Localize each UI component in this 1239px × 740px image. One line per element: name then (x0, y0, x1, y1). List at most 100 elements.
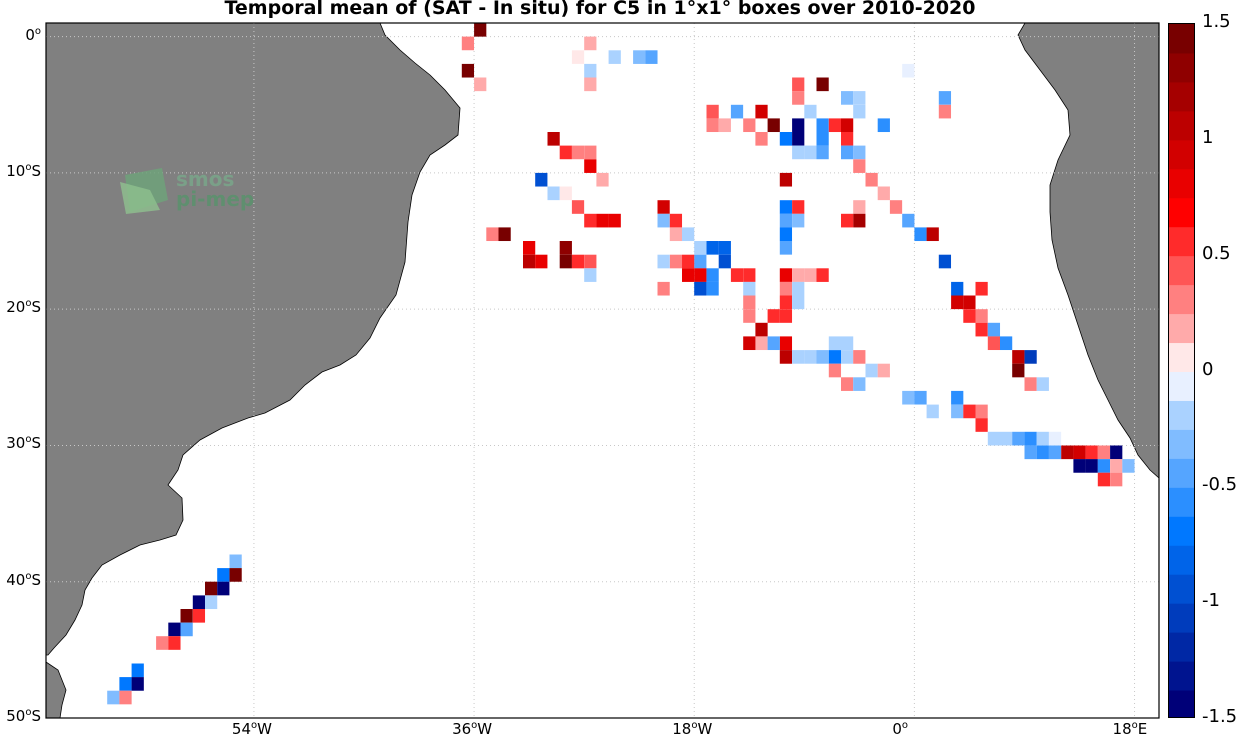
anomaly-cell (792, 118, 805, 133)
anomaly-cell (963, 295, 976, 310)
anomaly-cell (1024, 445, 1037, 460)
anomaly-cell (657, 281, 670, 296)
anomaly-cell (841, 350, 854, 364)
anomaly-cell (853, 159, 866, 173)
anomaly-cell (841, 132, 854, 146)
anomaly-cell (657, 200, 670, 214)
anomaly-cell (730, 268, 744, 282)
anomaly-cell (1000, 336, 1013, 351)
anomaly-cell (853, 91, 866, 105)
anomaly-cell (1012, 431, 1025, 446)
anomaly-cell (669, 227, 683, 242)
anomaly-cell (779, 268, 793, 282)
colorbar-level (1169, 313, 1194, 344)
colorbar-tick-label: -1 (1202, 590, 1220, 612)
longitude-tick-label: 36oW (452, 720, 493, 738)
anomaly-cell (926, 404, 939, 419)
anomaly-cell (1012, 350, 1025, 364)
colorbar-level (1169, 400, 1194, 430)
anomaly-cell (131, 663, 144, 678)
anomaly-cell (828, 363, 842, 378)
anomaly-cell (1110, 445, 1123, 460)
colorbar-level (1169, 226, 1194, 257)
anomaly-cell (755, 132, 768, 146)
anomaly-cell (596, 172, 609, 187)
anomaly-cell (1073, 445, 1086, 460)
colorbar-level (1169, 110, 1194, 141)
anomaly-cell (486, 227, 499, 242)
anomaly-cell (902, 213, 915, 228)
colorbar-level (1169, 255, 1194, 286)
anomaly-cell (792, 91, 805, 105)
anomaly-cell (608, 50, 621, 64)
colorbar-level (1169, 632, 1194, 662)
colorbar-level (1169, 371, 1194, 401)
colorbar-level (1169, 429, 1194, 459)
anomaly-cell (804, 268, 817, 282)
anomaly-cell (779, 132, 793, 146)
anomaly-cell (792, 77, 805, 92)
anomaly-cell (853, 104, 866, 119)
anomaly-cell (584, 145, 597, 160)
anomaly-cell (1024, 431, 1037, 446)
anomaly-cell (841, 145, 854, 160)
map-canvas: smos pi-mep (45, 22, 1160, 719)
colorbar-level (1169, 52, 1194, 83)
smos-pimep-logo: smos pi-mep (120, 167, 254, 214)
anomaly-cell (107, 690, 120, 705)
anomaly-cell (743, 336, 756, 351)
anomaly-cell (584, 77, 597, 92)
colorbar-tick-label: 1 (1202, 126, 1214, 148)
anomaly-cell (1024, 350, 1037, 364)
anomaly-cell (938, 254, 952, 269)
anomaly-cell (1110, 472, 1123, 487)
map-frame (45, 22, 1160, 719)
anomaly-cell (547, 186, 560, 201)
anomaly-cell (1085, 459, 1098, 473)
anomaly-cell (816, 350, 829, 364)
anomaly-cell (571, 50, 585, 64)
anomaly-cell (523, 254, 536, 269)
anomaly-cell (461, 36, 475, 51)
longitude-tick-label: 0o (892, 720, 909, 738)
anomaly-cell (853, 350, 866, 364)
anomaly-cell (694, 254, 707, 269)
anomaly-cell (669, 254, 683, 269)
map-title: Temporal mean of (SAT - In situ) for C5 … (224, 0, 976, 19)
anomaly-cell (682, 254, 695, 269)
anomaly-cell (779, 309, 793, 323)
longitude-tick-label: 18oE (1112, 720, 1148, 738)
anomaly-cell (792, 213, 805, 228)
anomaly-cell (584, 63, 597, 78)
anomaly-cell (975, 322, 988, 337)
anomaly-cell (926, 227, 939, 242)
anomaly-cell (779, 350, 793, 364)
anomaly-cell (779, 213, 793, 228)
anomaly-cell (841, 118, 854, 133)
anomaly-cell (767, 309, 780, 323)
anomaly-cell (792, 295, 805, 310)
anomaly-cell (938, 91, 952, 105)
anomaly-cell (1036, 377, 1049, 391)
anomaly-cell (743, 268, 756, 282)
anomaly-cell (1097, 472, 1111, 487)
anomaly-cell (584, 268, 597, 282)
latitude-tick-label: 30oS (6, 434, 41, 453)
anomaly-cell (584, 213, 597, 228)
colorbar-level (1169, 545, 1194, 575)
anomaly-cell (217, 568, 230, 582)
anomaly-cell (963, 309, 976, 323)
anomaly-cell (706, 281, 719, 296)
anomaly-cell (1122, 459, 1135, 473)
anomaly-cell (1085, 445, 1098, 460)
anomaly-cell (1048, 431, 1062, 446)
anomaly-cell (841, 213, 854, 228)
anomaly-cell (192, 609, 206, 623)
colorbar-level (1169, 574, 1194, 604)
anomaly-cell (828, 118, 842, 133)
anomaly-cell (498, 227, 511, 242)
anomaly-cell (792, 132, 805, 146)
anomaly-cell (229, 554, 242, 569)
anomaly-cell (792, 350, 805, 364)
latitude-tick-label: 10oS (6, 161, 41, 180)
